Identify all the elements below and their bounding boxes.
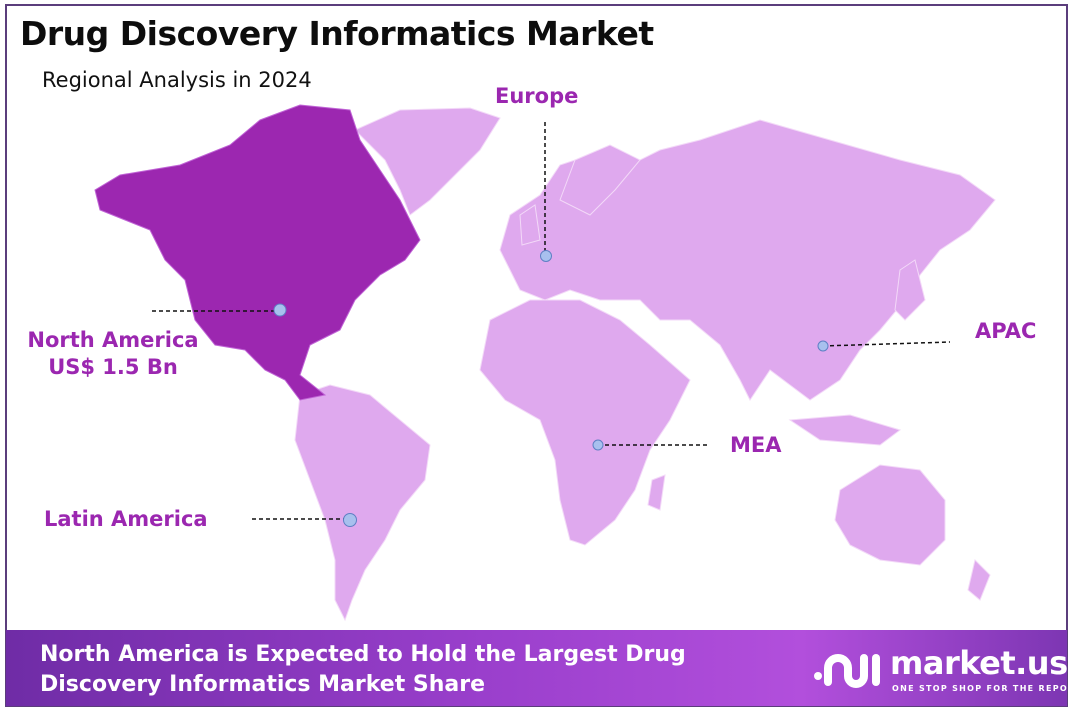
north-america-label: North America US$ 1.5 Bn bbox=[18, 327, 208, 381]
footer-headline-line2: Discovery Informatics Market Share bbox=[40, 672, 486, 697]
footer-headline: North America is Expected to Hold the La… bbox=[40, 640, 686, 700]
scandinavia-shape bbox=[559, 144, 641, 216]
mea-marker bbox=[592, 439, 604, 451]
footer-headline-line1: North America is Expected to Hold the La… bbox=[40, 642, 686, 667]
north-america-value: US$ 1.5 Bn bbox=[48, 355, 178, 379]
north-america-shape bbox=[94, 104, 421, 401]
page-title: Drug Discovery Informatics Market bbox=[20, 14, 654, 53]
madagascar-shape bbox=[647, 474, 666, 511]
europe-label: Europe bbox=[495, 84, 579, 108]
footer-banner: North America is Expected to Hold the La… bbox=[6, 630, 1075, 706]
japan-shape bbox=[894, 259, 926, 321]
mea-label: MEA bbox=[730, 433, 782, 457]
north-america-name: North America bbox=[27, 328, 199, 352]
page-subtitle: Regional Analysis in 2024 bbox=[42, 68, 312, 92]
apac-marker bbox=[817, 340, 829, 352]
indonesia-shape bbox=[788, 414, 902, 446]
new-zealand-shape bbox=[967, 559, 991, 601]
apac-leader-line bbox=[822, 341, 951, 347]
africa-shape bbox=[479, 299, 691, 546]
logo-tagline: ONE STOP SHOP FOR THE REPORTS bbox=[892, 684, 1075, 693]
market-us-logo-icon bbox=[814, 654, 880, 688]
apac-label: APAC bbox=[975, 319, 1037, 343]
uk-shape bbox=[519, 204, 541, 246]
australia-shape bbox=[834, 464, 946, 566]
greenland-shape bbox=[354, 107, 501, 216]
latin-america-label: Latin America bbox=[44, 507, 208, 531]
logo-name: market.us bbox=[890, 644, 1068, 682]
latin-america-marker bbox=[343, 513, 357, 527]
south-america-shape bbox=[294, 384, 431, 622]
north-america-marker bbox=[273, 303, 287, 317]
infographic-frame bbox=[5, 4, 1068, 707]
europe-marker bbox=[540, 250, 552, 262]
